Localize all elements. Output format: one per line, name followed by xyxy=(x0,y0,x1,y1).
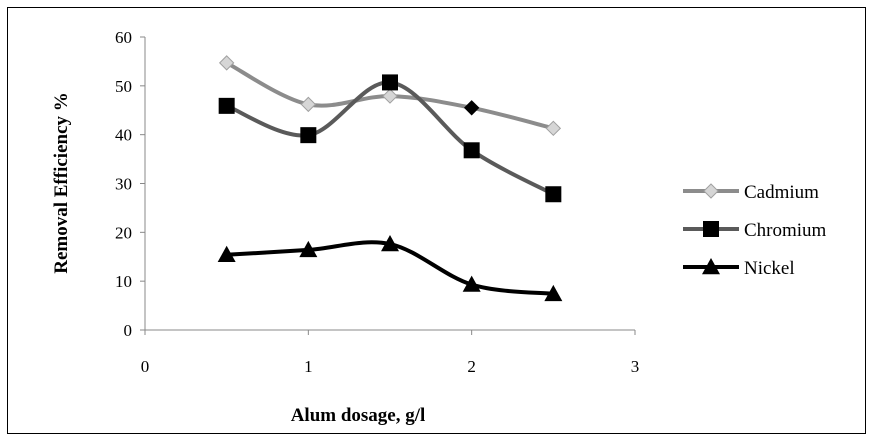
legend-nickel-label: Nickel xyxy=(744,258,795,279)
legend-cadmium-marker xyxy=(703,183,719,199)
chromium-point xyxy=(545,186,562,203)
axes: 0 10 20 30 40 50 60 0 1 2 3 xyxy=(115,28,639,376)
cadmium-point xyxy=(382,88,398,104)
y-tick-label: 20 xyxy=(115,223,132,242)
nickel-point xyxy=(544,284,563,302)
legend-nickel-marker xyxy=(702,258,720,275)
chromium-point xyxy=(300,127,317,144)
legend-cadmium-label: Cadmium xyxy=(744,182,819,203)
nickel-point xyxy=(381,235,399,252)
cadmium-point xyxy=(218,55,235,71)
y-tick-label: 10 xyxy=(115,272,132,291)
legend-chromium-label: Chromium xyxy=(744,220,827,241)
chromium-point xyxy=(382,74,398,91)
legend-chromium-marker xyxy=(703,221,719,237)
chromium-point xyxy=(463,142,480,159)
cadmium-point xyxy=(300,96,317,113)
cadmium-point xyxy=(463,100,480,116)
x-axis-title: Alum dosage, g/l xyxy=(291,405,426,426)
y-tick-label: 50 xyxy=(115,77,132,96)
nickel-point xyxy=(299,240,318,258)
x-tick-label: 2 xyxy=(467,357,476,376)
cadmium-point xyxy=(545,120,562,137)
nickel-point xyxy=(217,245,236,262)
nickel-point xyxy=(462,275,481,292)
y-tick-label: 30 xyxy=(115,175,132,194)
y-axis-title: Removal Efficiency % xyxy=(51,92,72,274)
chromium-point xyxy=(218,97,235,114)
legend: Cadmium Chromium Nickel xyxy=(683,182,827,279)
chart-frame xyxy=(7,7,866,434)
y-tick-label: 0 xyxy=(124,321,133,340)
x-tick-label: 1 xyxy=(304,357,313,376)
series-layer xyxy=(217,55,563,302)
y-tick-label: 60 xyxy=(115,28,132,47)
x-tick-label: 0 xyxy=(141,357,150,376)
x-tick-label: 3 xyxy=(631,357,640,376)
y-tick-label: 40 xyxy=(115,126,132,145)
